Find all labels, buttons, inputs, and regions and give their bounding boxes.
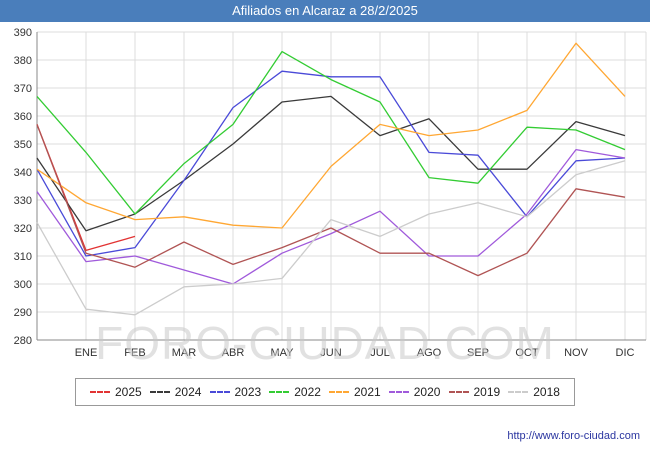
footer-link[interactable]: http://www.foro-ciudad.com	[507, 430, 640, 442]
series-line-2021	[36, 42, 626, 229]
legend-label: 2020	[413, 385, 441, 399]
legend-label: 2025	[115, 385, 142, 399]
svg-text:DIC: DIC	[616, 347, 635, 359]
svg-text:FEB: FEB	[124, 347, 145, 359]
legend-dash-marker	[508, 391, 529, 393]
page-title: Afiliados en Alcaraz a 28/2/2025	[232, 3, 418, 18]
svg-text:370: 370	[14, 83, 32, 95]
svg-text:MAR: MAR	[172, 347, 197, 359]
legend-label: 2021	[354, 385, 381, 399]
y-axis-labels: 280 290 300 310 320 330 340 350 360 370 380 390	[14, 27, 32, 347]
svg-text:310: 310	[14, 251, 32, 263]
svg-text:390: 390	[14, 27, 32, 39]
svg-text:OCT: OCT	[515, 347, 539, 359]
x-axis-labels: ENE FEB MAR ABR MAY JUN JUL AGO SEP OCT NOV DIC	[75, 347, 635, 359]
svg-text:AGO: AGO	[417, 347, 442, 359]
svg-text:360: 360	[14, 111, 32, 123]
svg-text:JUN: JUN	[320, 347, 341, 359]
legend-item-2022: 2022	[269, 385, 321, 399]
svg-text:280: 280	[14, 335, 32, 347]
series-line-2018	[36, 160, 626, 316]
svg-text:ENE: ENE	[75, 347, 98, 359]
svg-text:JUL: JUL	[370, 347, 390, 359]
line-chart: 280 290 300 310 320 330 340 350 360 370 380 390 ENE F…	[14, 27, 647, 359]
legend-dash-marker	[329, 391, 349, 393]
svg-text:300: 300	[14, 279, 32, 291]
legend: 2025 2024 2023 2022 2021 2020 2019 2018	[75, 378, 575, 406]
svg-text:MAY: MAY	[270, 347, 294, 359]
svg-text:320: 320	[14, 223, 32, 235]
series-line-2022	[36, 50, 626, 215]
legend-item-2018: 2018	[508, 385, 560, 399]
legend-label: 2018	[533, 385, 560, 399]
legend-item-2025: 2025	[90, 385, 142, 399]
legend-item-2024: 2024	[149, 385, 202, 399]
legend-dash-marker	[448, 391, 469, 393]
legend-item-2020: 2020	[388, 385, 441, 399]
chart-area: 280 290 300 310 320 330 340 350 360 370 380 390 ENE F…	[0, 22, 650, 369]
title-bar: Afiliados en Alcaraz a 28/2/2025	[0, 0, 650, 22]
legend-item-2021: 2021	[329, 385, 381, 399]
legend-item-2019: 2019	[448, 385, 501, 399]
svg-text:290: 290	[14, 307, 32, 319]
svg-text:350: 350	[14, 139, 32, 151]
legend-label: 2023	[234, 385, 262, 399]
svg-text:330: 330	[14, 195, 32, 207]
legend-dash-marker	[209, 391, 230, 393]
svg-text:ABR: ABR	[222, 347, 245, 359]
legend-label: 2024	[174, 385, 202, 399]
legend-label: 2022	[294, 385, 321, 399]
svg-text:NOV: NOV	[564, 347, 589, 359]
legend-dash-marker	[90, 391, 110, 393]
footer: http://www.foro-ciudad.com	[507, 430, 640, 442]
legend-dash-marker	[388, 391, 409, 393]
svg-text:SEP: SEP	[467, 347, 489, 359]
legend-label: 2019	[473, 385, 501, 399]
legend-dash-marker	[269, 391, 290, 393]
gridlines	[37, 31, 647, 341]
series-line-2019	[36, 124, 626, 277]
legend-dash-marker	[149, 391, 170, 393]
legend-item-2023: 2023	[209, 385, 262, 399]
series-line-2020	[36, 148, 626, 285]
svg-text:380: 380	[14, 55, 32, 67]
svg-text:340: 340	[14, 167, 32, 179]
